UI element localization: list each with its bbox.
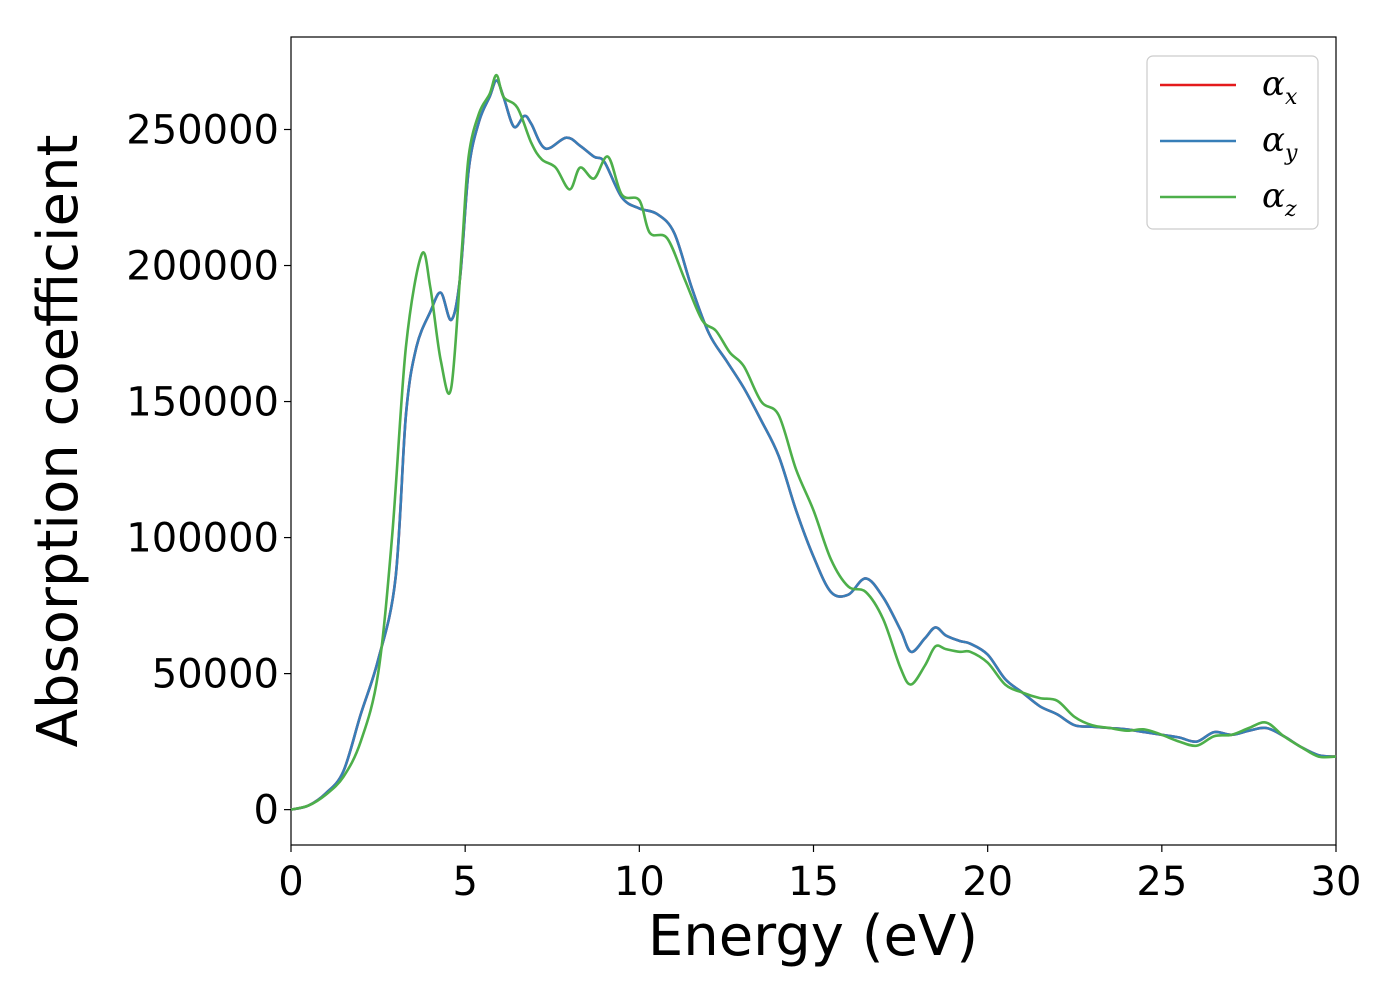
y-tick-label: 250000 (126, 107, 279, 153)
y-tick-label: 100000 (126, 516, 279, 562)
legend-subscript: z (1284, 197, 1297, 222)
series-line-z (290, 73, 1337, 811)
y-axis-label: Absorption coefficient (26, 135, 91, 748)
y-axis-ticks: 0 50000 100000 150000 200000 250000 (126, 107, 291, 834)
x-tick-label: 10 (614, 859, 665, 905)
legend-symbol: α (1262, 176, 1285, 216)
legend-subscript: y (1284, 141, 1298, 166)
legend-symbol: α (1262, 64, 1285, 104)
x-tick-label: 0 (278, 859, 303, 905)
series-lines (290, 73, 1337, 811)
x-tick-label: 5 (452, 859, 477, 905)
legend-subscript: x (1285, 85, 1298, 110)
y-tick-label: 200000 (126, 244, 279, 290)
legend-label-z: αz (1262, 176, 1297, 222)
x-axis-label: Energy (eV) (648, 904, 978, 969)
legend-symbol: α (1262, 120, 1285, 160)
x-axis-ticks: 0 5 10 15 20 25 30 (278, 845, 1361, 905)
legend-label-y: αy (1262, 120, 1298, 166)
y-tick-label: 50000 (152, 652, 279, 698)
y-tick-label: 150000 (126, 380, 279, 426)
x-tick-label: 15 (788, 859, 839, 905)
x-tick-label: 20 (962, 859, 1013, 905)
x-tick-label: 30 (1311, 859, 1362, 905)
y-tick-label: 0 (254, 788, 279, 834)
x-tick-label: 25 (1136, 859, 1187, 905)
legend-label-x: αx (1262, 64, 1298, 110)
legend-box (1146, 55, 1319, 230)
